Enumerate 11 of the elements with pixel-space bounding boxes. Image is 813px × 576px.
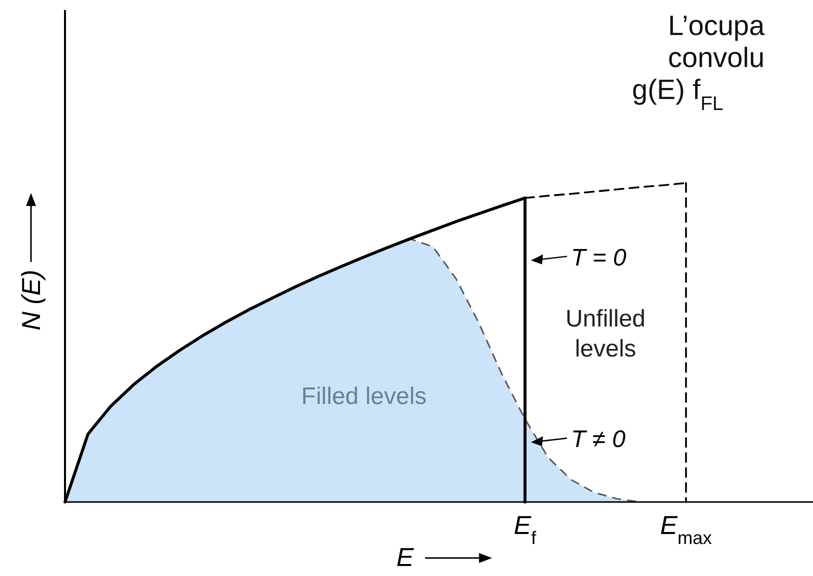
text: Unfilled levels	[565, 306, 646, 363]
x-axis-title: E	[396, 542, 414, 572]
annotation: T = 0	[571, 244, 628, 272]
y-axis-title: N (E)	[16, 270, 46, 330]
x-tick-label: E$_{max}$	[660, 510, 712, 548]
text: L’ocupa	[668, 10, 765, 41]
text: convolu	[668, 42, 765, 73]
series-label: Filled levels	[301, 383, 427, 410]
annotation: T ≠ 0	[571, 426, 626, 454]
text: g(E) f$_{FL}$	[632, 74, 724, 115]
x-tick-label: E$_{f}$	[514, 510, 538, 548]
